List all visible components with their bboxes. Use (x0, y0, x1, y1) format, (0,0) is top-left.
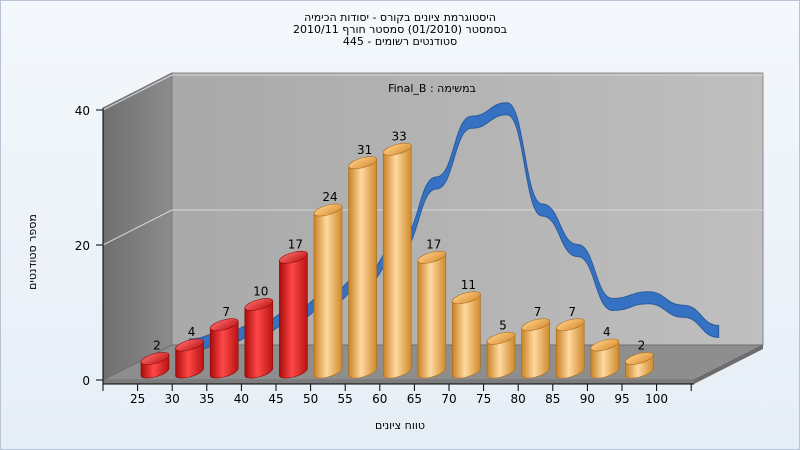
x-tick-label: 95 (614, 392, 629, 406)
bar-cap (244, 298, 274, 311)
bar-cap (140, 352, 170, 365)
chart-title-line-2: בסמסטר (01/2010) סמסטר חורף 2010/11 (293, 23, 507, 36)
bar-cap (521, 318, 550, 332)
bar-value-label: 5 (499, 318, 507, 332)
histogram-bar (313, 203, 343, 379)
bar-cap (417, 250, 447, 264)
bar-value-label: 17 (426, 237, 441, 251)
bar-value-label: 4 (188, 325, 196, 339)
bar-body (382, 145, 412, 379)
bar-body (417, 253, 447, 379)
bar-body (244, 300, 274, 379)
bar-cap (348, 156, 377, 170)
histogram-bar (382, 142, 412, 379)
bar-body (209, 320, 239, 379)
bar-cap (486, 331, 516, 345)
bar-cap (279, 250, 308, 264)
bars (140, 142, 654, 379)
histogram-bar (140, 352, 170, 379)
histogram-bar (625, 352, 654, 379)
bar-value-label: 2 (638, 339, 646, 353)
x-tick-label: 70 (441, 392, 456, 406)
bar-value-label: 10 (253, 285, 268, 299)
bar-body (313, 206, 343, 379)
bar-cap (209, 318, 239, 332)
x-tick-label: 80 (511, 392, 526, 406)
x-tick-label: 75 (476, 392, 491, 406)
x-tick-label: 100 (645, 392, 668, 406)
bar-cap (555, 318, 585, 332)
bar-value-label: 7 (534, 305, 542, 319)
bar-value-label: 24 (322, 190, 337, 204)
bar-cap (313, 203, 343, 217)
gridlines (102, 74, 763, 246)
bar-body (279, 253, 308, 379)
gridline-side (102, 209, 173, 246)
histogram-bar (486, 331, 516, 379)
x-axis: 25 30 35 40 45 50 55 60 65 70 75 80 85 90 95 100 (102, 383, 694, 406)
x-tick-label: 45 (268, 392, 283, 406)
histogram-bar (521, 318, 550, 379)
bar-body (452, 293, 481, 379)
bar-cap (452, 291, 481, 305)
chart-subtitle: Final_B : במשימה (388, 82, 476, 95)
bar-cap (382, 142, 412, 156)
bar-body (348, 158, 377, 379)
histogram-bar (555, 318, 585, 379)
floor-front-edge (103, 380, 694, 384)
bar-value-label: 4 (603, 325, 611, 339)
x-tick-label: 90 (580, 392, 595, 406)
histogram-bar (244, 298, 274, 379)
x-tick-label: 60 (372, 392, 387, 406)
x-tick-label: 40 (234, 392, 249, 406)
x-tick-label: 55 (338, 392, 353, 406)
x-tick-label: 65 (407, 392, 422, 406)
bar-body (521, 320, 550, 379)
histogram-bar (209, 318, 239, 379)
y-axis: 0 20 40 (75, 104, 104, 388)
histogram-bar (590, 338, 620, 379)
gridline-side (102, 74, 173, 111)
x-axis-label: טווח ציונים (375, 419, 425, 432)
y-tick-label: 20 (75, 239, 90, 253)
left-wall (102, 72, 173, 381)
bar-cap (590, 338, 620, 352)
bar-body (486, 334, 516, 379)
bar-value-label: 31 (357, 143, 372, 157)
x-tick-label: 35 (199, 392, 214, 406)
chart-title-line-3: 445 - סטודנטים רשומים (342, 35, 458, 48)
bar-value-label: 33 (392, 129, 407, 143)
y-tick-label: 0 (82, 374, 90, 388)
bar-value-label: 2 (153, 339, 161, 353)
x-tick-label: 50 (303, 392, 318, 406)
histogram-bar (348, 156, 377, 379)
histogram-bar (175, 338, 204, 379)
bar-value-label: 17 (288, 237, 303, 251)
chart-title-line-1: היסטוגרמת ציונים בקורס - יסודות הכימיה (304, 11, 496, 24)
histogram-bar (279, 250, 308, 379)
y-axis-label: מספר סטודנטים (26, 214, 39, 290)
histogram-bar (452, 291, 481, 379)
x-tick-label: 30 (165, 392, 180, 406)
y-tick-label: 40 (75, 104, 90, 118)
bar-value-label: 11 (461, 278, 476, 292)
bar-body (555, 320, 585, 379)
x-tick-label: 85 (545, 392, 560, 406)
bar-cap (625, 352, 654, 365)
bar-value-label: 7 (222, 305, 230, 319)
x-tick-label: 25 (130, 392, 145, 406)
bar-value-label: 7 (568, 305, 576, 319)
bar-cap (175, 338, 204, 352)
histogram-bar (417, 250, 447, 379)
floor-right-edge (694, 345, 763, 384)
